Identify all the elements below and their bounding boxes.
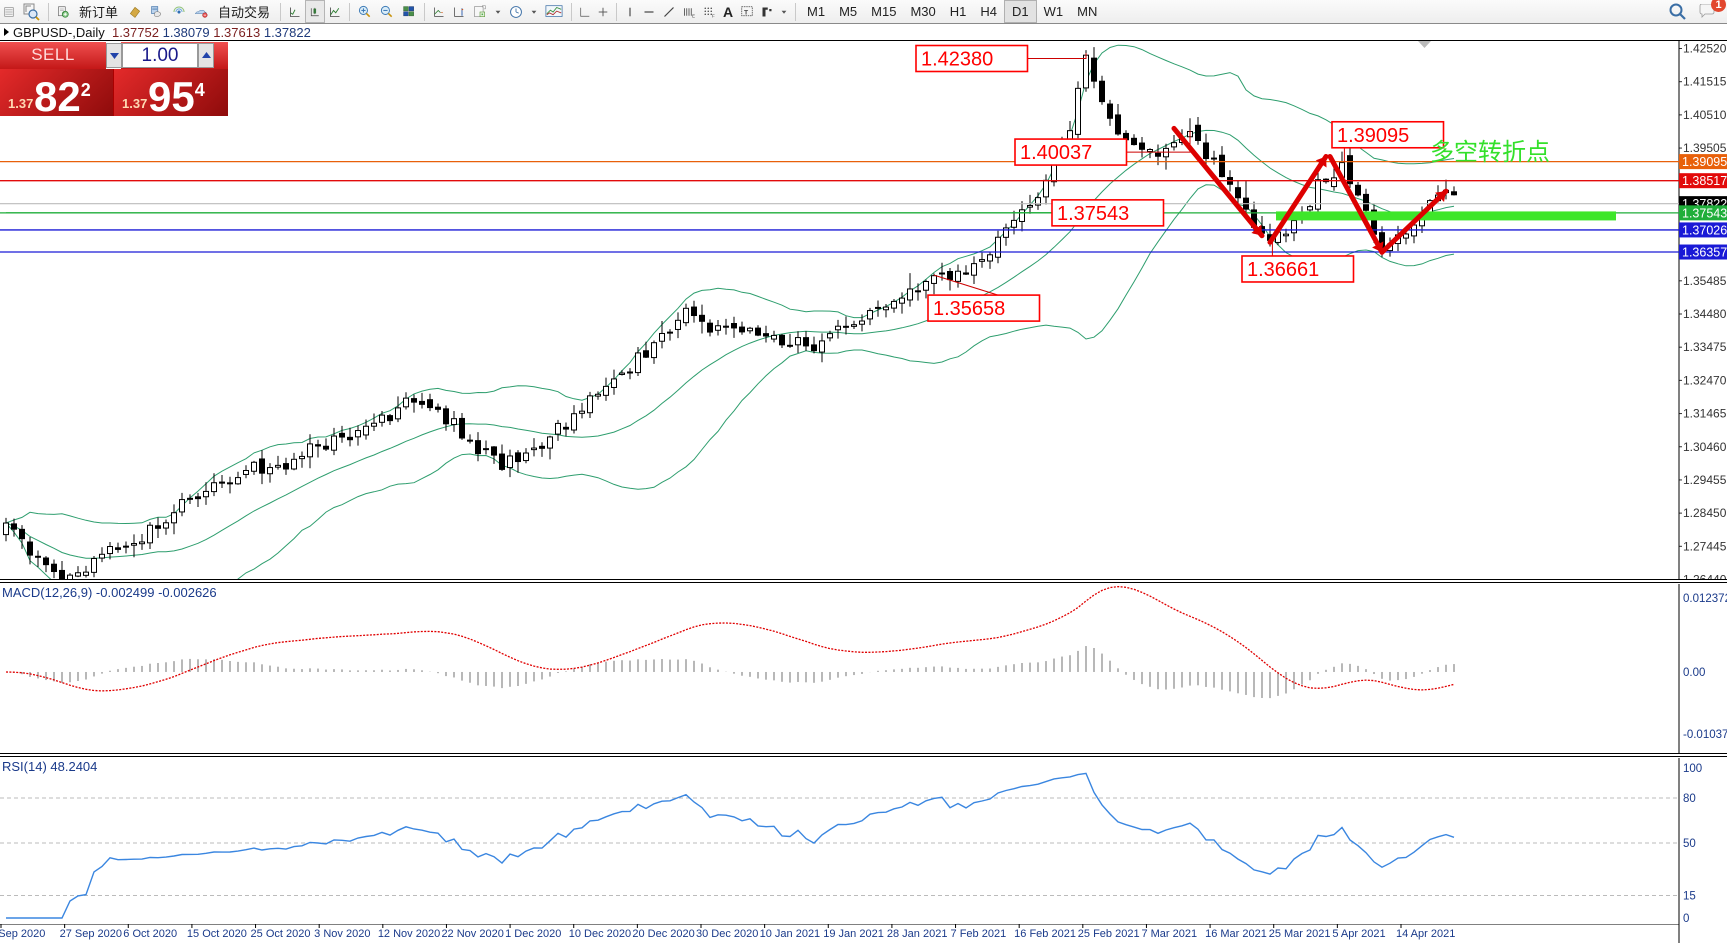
svg-text:1.27445: 1.27445 [1683, 539, 1727, 553]
svg-text:100: 100 [1683, 763, 1702, 775]
svg-text:80: 80 [1683, 793, 1696, 805]
svg-text:7 Mar 2021: 7 Mar 2021 [1141, 928, 1197, 940]
svg-text:50: 50 [1683, 838, 1696, 850]
svg-text:1.40510: 1.40510 [1683, 108, 1727, 122]
svg-text:MACD(12,26,9) -0.002499 -0.002: MACD(12,26,9) -0.002499 -0.002626 [2, 585, 217, 600]
svg-text:1.30460: 1.30460 [1683, 440, 1727, 454]
svg-text:1.31465: 1.31465 [1683, 407, 1727, 421]
svg-text:12 Nov 2020: 12 Nov 2020 [378, 928, 440, 940]
svg-text:6 Oct 2020: 6 Oct 2020 [123, 928, 177, 940]
svg-text:1.41515: 1.41515 [1683, 75, 1727, 89]
svg-text:-0.010374: -0.010374 [1683, 729, 1727, 741]
svg-text:RSI(14) 48.2404: RSI(14) 48.2404 [2, 759, 97, 774]
svg-text:20 Dec 2020: 20 Dec 2020 [632, 928, 694, 940]
svg-text:3 Nov 2020: 3 Nov 2020 [314, 928, 370, 940]
svg-text:10 Jan 2021: 10 Jan 2021 [760, 928, 821, 940]
svg-text:1.34480: 1.34480 [1683, 307, 1727, 321]
svg-text:F: F [712, 13, 715, 18]
svg-text:7 Feb 2021: 7 Feb 2021 [951, 928, 1007, 940]
svg-text:1.38517: 1.38517 [1682, 174, 1727, 188]
svg-text:1.35658: 1.35658 [933, 298, 1005, 320]
svg-text:5 Apr 2021: 5 Apr 2021 [1332, 928, 1385, 940]
svg-text:25 Oct 2020: 25 Oct 2020 [251, 928, 311, 940]
svg-text:15 Oct 2020: 15 Oct 2020 [187, 928, 247, 940]
svg-text:E: E [692, 13, 695, 18]
svg-text:28 Jan 2021: 28 Jan 2021 [887, 928, 948, 940]
svg-text:17 Sep 2020: 17 Sep 2020 [0, 928, 45, 940]
svg-text:1.35485: 1.35485 [1683, 274, 1727, 288]
svg-text:1.37026: 1.37026 [1682, 223, 1727, 237]
svg-text:1.39095: 1.39095 [1682, 155, 1727, 169]
svg-text:14 Apr 2021: 14 Apr 2021 [1396, 928, 1455, 940]
svg-text:30 Dec 2020: 30 Dec 2020 [696, 928, 758, 940]
svg-text:15: 15 [1683, 891, 1696, 903]
svg-text:1.39505: 1.39505 [1683, 141, 1727, 155]
svg-text:10 Dec 2020: 10 Dec 2020 [569, 928, 631, 940]
svg-text:16 Mar 2021: 16 Mar 2021 [1205, 928, 1267, 940]
svg-text:1.37543: 1.37543 [1057, 203, 1129, 225]
svg-text:多空转折点: 多空转折点 [1430, 139, 1550, 166]
svg-text:1.28450: 1.28450 [1683, 506, 1727, 520]
svg-text:1.39095: 1.39095 [1337, 125, 1409, 147]
svg-text:1.32470: 1.32470 [1683, 373, 1727, 387]
svg-text:1.40037: 1.40037 [1020, 142, 1092, 164]
svg-text:1.29455: 1.29455 [1683, 473, 1727, 487]
svg-text:1.33475: 1.33475 [1683, 340, 1727, 354]
svg-text:16 Feb 2021: 16 Feb 2021 [1014, 928, 1076, 940]
svg-text:1.26440: 1.26440 [1683, 573, 1727, 581]
svg-text:22 Nov 2020: 22 Nov 2020 [441, 928, 503, 940]
svg-text:1.42520: 1.42520 [1683, 42, 1727, 56]
svg-text:27 Sep 2020: 27 Sep 2020 [60, 928, 122, 940]
svg-text:25 Mar 2021: 25 Mar 2021 [1269, 928, 1331, 940]
svg-text:1 Dec 2020: 1 Dec 2020 [505, 928, 561, 940]
svg-text:19 Jan 2021: 19 Jan 2021 [823, 928, 884, 940]
svg-text:0.00: 0.00 [1683, 667, 1705, 679]
svg-text:1.36357: 1.36357 [1682, 246, 1727, 260]
svg-text:25 Feb 2021: 25 Feb 2021 [1078, 928, 1140, 940]
svg-text:1.37543: 1.37543 [1682, 206, 1727, 220]
svg-text:1.36661: 1.36661 [1247, 259, 1319, 281]
svg-text:0: 0 [1683, 913, 1689, 924]
svg-text:1.42380: 1.42380 [921, 49, 993, 71]
svg-text:0.012372: 0.012372 [1683, 593, 1727, 605]
svg-text:T: T [744, 9, 749, 16]
